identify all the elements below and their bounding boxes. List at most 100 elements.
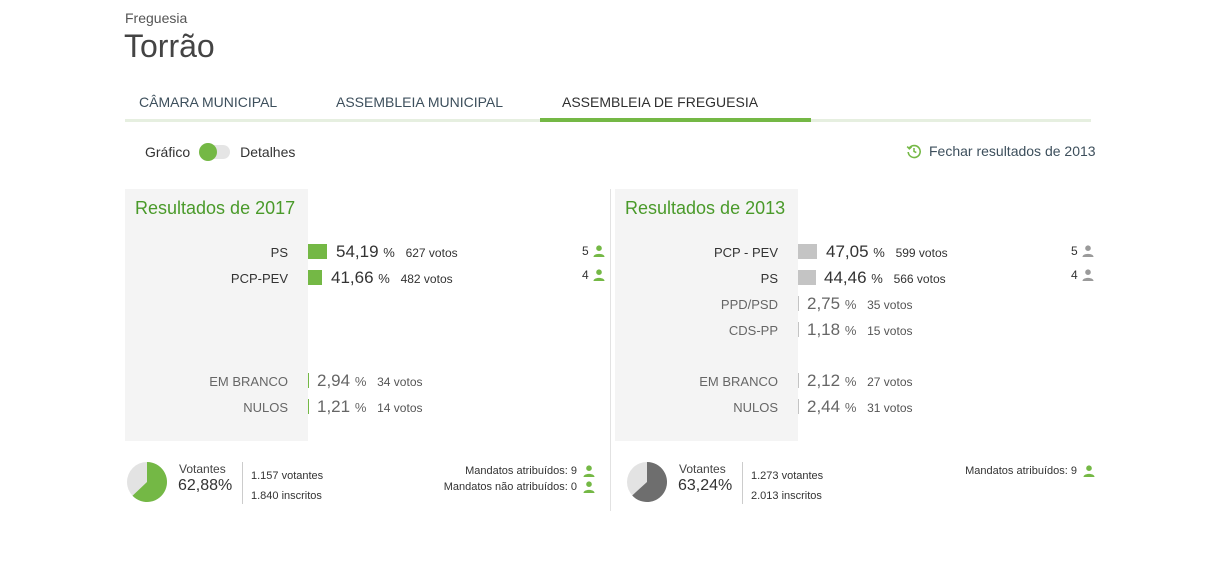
party-bar xyxy=(798,244,817,259)
mandates-unassigned-text: Mandatos não atribuídos: 0 xyxy=(443,481,577,493)
party-name: PS xyxy=(270,245,288,260)
pct-sign: % xyxy=(383,245,395,260)
tab-assembleia-municipal[interactable]: ASSEMBLEIA MUNICIPAL xyxy=(336,94,504,110)
null-votes-result: 2,44 % 31 votos xyxy=(807,397,913,417)
blank-votes-bar xyxy=(308,373,309,388)
party-name: PCP-PEV xyxy=(230,271,288,286)
pct-sign: % xyxy=(844,400,857,415)
party-result: 44,46 % 566 votos xyxy=(824,268,946,288)
results-2013-title: Resultados de 2013 xyxy=(625,198,786,218)
party-votes: 566 votos xyxy=(893,272,946,286)
label-column xyxy=(125,189,308,441)
mandates-summary: Mandatos atribuídos: 9 xyxy=(965,463,1095,479)
mandates-assigned: Mandatos atribuídos: 9 xyxy=(444,463,595,479)
mandates-unassigned: Mandatos não atribuídos: 0 xyxy=(444,479,595,495)
party-seats: 5 xyxy=(582,244,605,258)
turnout-label: Votantes xyxy=(679,462,726,476)
results-2013-panel: Resultados de 2013 PCP - PEV 47,05 % 599… xyxy=(615,189,1095,519)
registered-count: 1.840 inscritos xyxy=(251,490,322,502)
blank-votes-label: EM BRANCO xyxy=(209,374,288,389)
toggle-label-grafico[interactable]: Gráfico xyxy=(145,144,191,160)
party-bar xyxy=(308,270,322,285)
party-row: PCP-PEV 41,66 % 482 votos 4 xyxy=(125,268,605,288)
null-votes-label: NULOS xyxy=(243,400,288,415)
mandates-assigned-text: Mandatos atribuídos: 9 xyxy=(965,465,1077,477)
party-result: 47,05 % 599 votos xyxy=(826,242,948,262)
party-pct: 41,66 xyxy=(331,268,374,287)
turnout-label: Votantes xyxy=(179,462,226,476)
party-pct: 47,05 xyxy=(826,242,869,261)
results-2017-panel: Resultados de 2017 PS 54,19 % 627 votos … xyxy=(125,189,605,519)
toggle-label-detalhes[interactable]: Detalhes xyxy=(240,144,296,160)
party-votes: 35 votos xyxy=(867,298,913,312)
tab-camara-municipal[interactable]: CÂMARA MUNICIPAL xyxy=(139,94,278,110)
tab-assembleia-freguesia[interactable]: ASSEMBLEIA DE FREGUESIA xyxy=(562,94,759,110)
blank-votes-row: EM BRANCO 2,94 % 34 votos xyxy=(125,371,605,391)
header-label: Freguesia xyxy=(125,10,188,26)
toggle-knob xyxy=(199,143,218,161)
null-votes-bar xyxy=(308,399,309,414)
turnout-pct: 63,24% xyxy=(678,477,733,494)
party-pct: 2,75 xyxy=(807,294,841,313)
party-votes: 482 votos xyxy=(400,272,453,286)
person-icon xyxy=(593,245,605,257)
party-seats: 5 xyxy=(1071,244,1094,258)
panel-divider xyxy=(610,189,611,511)
null-votes-result: 1,21 % 14 votos xyxy=(317,397,423,417)
party-row: PPD/PSD 2,75 % 35 votos xyxy=(615,294,1095,314)
tab-bar: CÂMARA MUNICIPAL ASSEMBLEIA MUNICIPAL AS… xyxy=(125,88,1091,122)
mandates-assigned-text: Mandatos atribuídos: 9 xyxy=(465,465,577,477)
party-bar xyxy=(308,244,327,259)
active-tab-indicator xyxy=(540,118,811,122)
party-name: CDS-PP xyxy=(728,323,778,338)
blank-votes-result: 2,12 % 27 votos xyxy=(807,371,913,391)
page-title: Torrão xyxy=(124,28,215,64)
blank-pct: 2,94 xyxy=(317,371,351,390)
mandates-summary: Mandatos atribuídos: 9 Mandatos não atri… xyxy=(444,463,595,495)
results-2017-title: Resultados de 2017 xyxy=(135,198,296,218)
party-row: CDS-PP 1,18 % 15 votos xyxy=(615,320,1095,340)
party-votes: 599 votos xyxy=(895,246,948,260)
blank-votes-result: 2,94 % 34 votos xyxy=(317,371,423,391)
pct-sign: % xyxy=(354,374,367,389)
seats-count: 5 xyxy=(582,244,589,258)
turnout-2017: Votantes 62,88% 1.157 votantes 1.840 ins… xyxy=(125,460,605,505)
party-votes: 15 votos xyxy=(867,324,913,338)
close-results-link[interactable]: Fechar resultados de 2013 xyxy=(906,143,1096,159)
party-row: PS 44,46 % 566 votos 4 xyxy=(615,268,1095,288)
null-votes: 14 votos xyxy=(377,401,423,415)
turnout-2013: Votantes 63,24% 1.273 votantes 2.013 ins… xyxy=(625,460,1105,505)
null-votes-bar xyxy=(798,399,799,414)
turnout-pie-chart xyxy=(627,462,668,502)
party-bar xyxy=(798,322,799,337)
turnout-counts: 1.157 votantes 1.840 inscritos xyxy=(251,466,323,506)
mandates-assigned: Mandatos atribuídos: 9 xyxy=(965,463,1095,479)
null-pct: 1,21 xyxy=(317,397,351,416)
null-votes-row: NULOS 1,21 % 14 votos xyxy=(125,397,605,417)
pct-sign: % xyxy=(844,323,857,338)
seats-count: 4 xyxy=(1071,268,1078,282)
party-result: 41,66 % 482 votos xyxy=(331,268,453,288)
voters-count: 1.273 votantes xyxy=(751,470,824,482)
party-result: 1,18 % 15 votos xyxy=(807,320,913,340)
turnout-counts: 1.273 votantes 2.013 inscritos xyxy=(751,466,823,506)
null-votes: 31 votos xyxy=(867,401,913,415)
person-icon xyxy=(593,269,605,281)
party-result: 2,75 % 35 votos xyxy=(807,294,913,314)
party-bar xyxy=(798,270,816,285)
blank-votes: 34 votos xyxy=(377,375,423,389)
party-pct: 44,46 xyxy=(824,268,867,287)
history-icon xyxy=(906,144,921,159)
party-pct: 54,19 xyxy=(336,242,379,261)
pct-sign: % xyxy=(873,245,885,260)
party-row: PS 54,19 % 627 votos 5 xyxy=(125,242,605,262)
blank-votes: 27 votos xyxy=(867,375,913,389)
party-name: PPD/PSD xyxy=(720,297,778,312)
view-toggle-switch[interactable] xyxy=(199,143,231,161)
turnout-pie-slice xyxy=(632,462,668,502)
person-icon xyxy=(583,481,595,493)
blank-votes-bar xyxy=(798,373,799,388)
view-toggle: Gráfico Detalhes xyxy=(145,143,295,161)
label-column xyxy=(615,189,798,441)
party-row: PCP - PEV 47,05 % 599 votos 5 xyxy=(615,242,1095,262)
